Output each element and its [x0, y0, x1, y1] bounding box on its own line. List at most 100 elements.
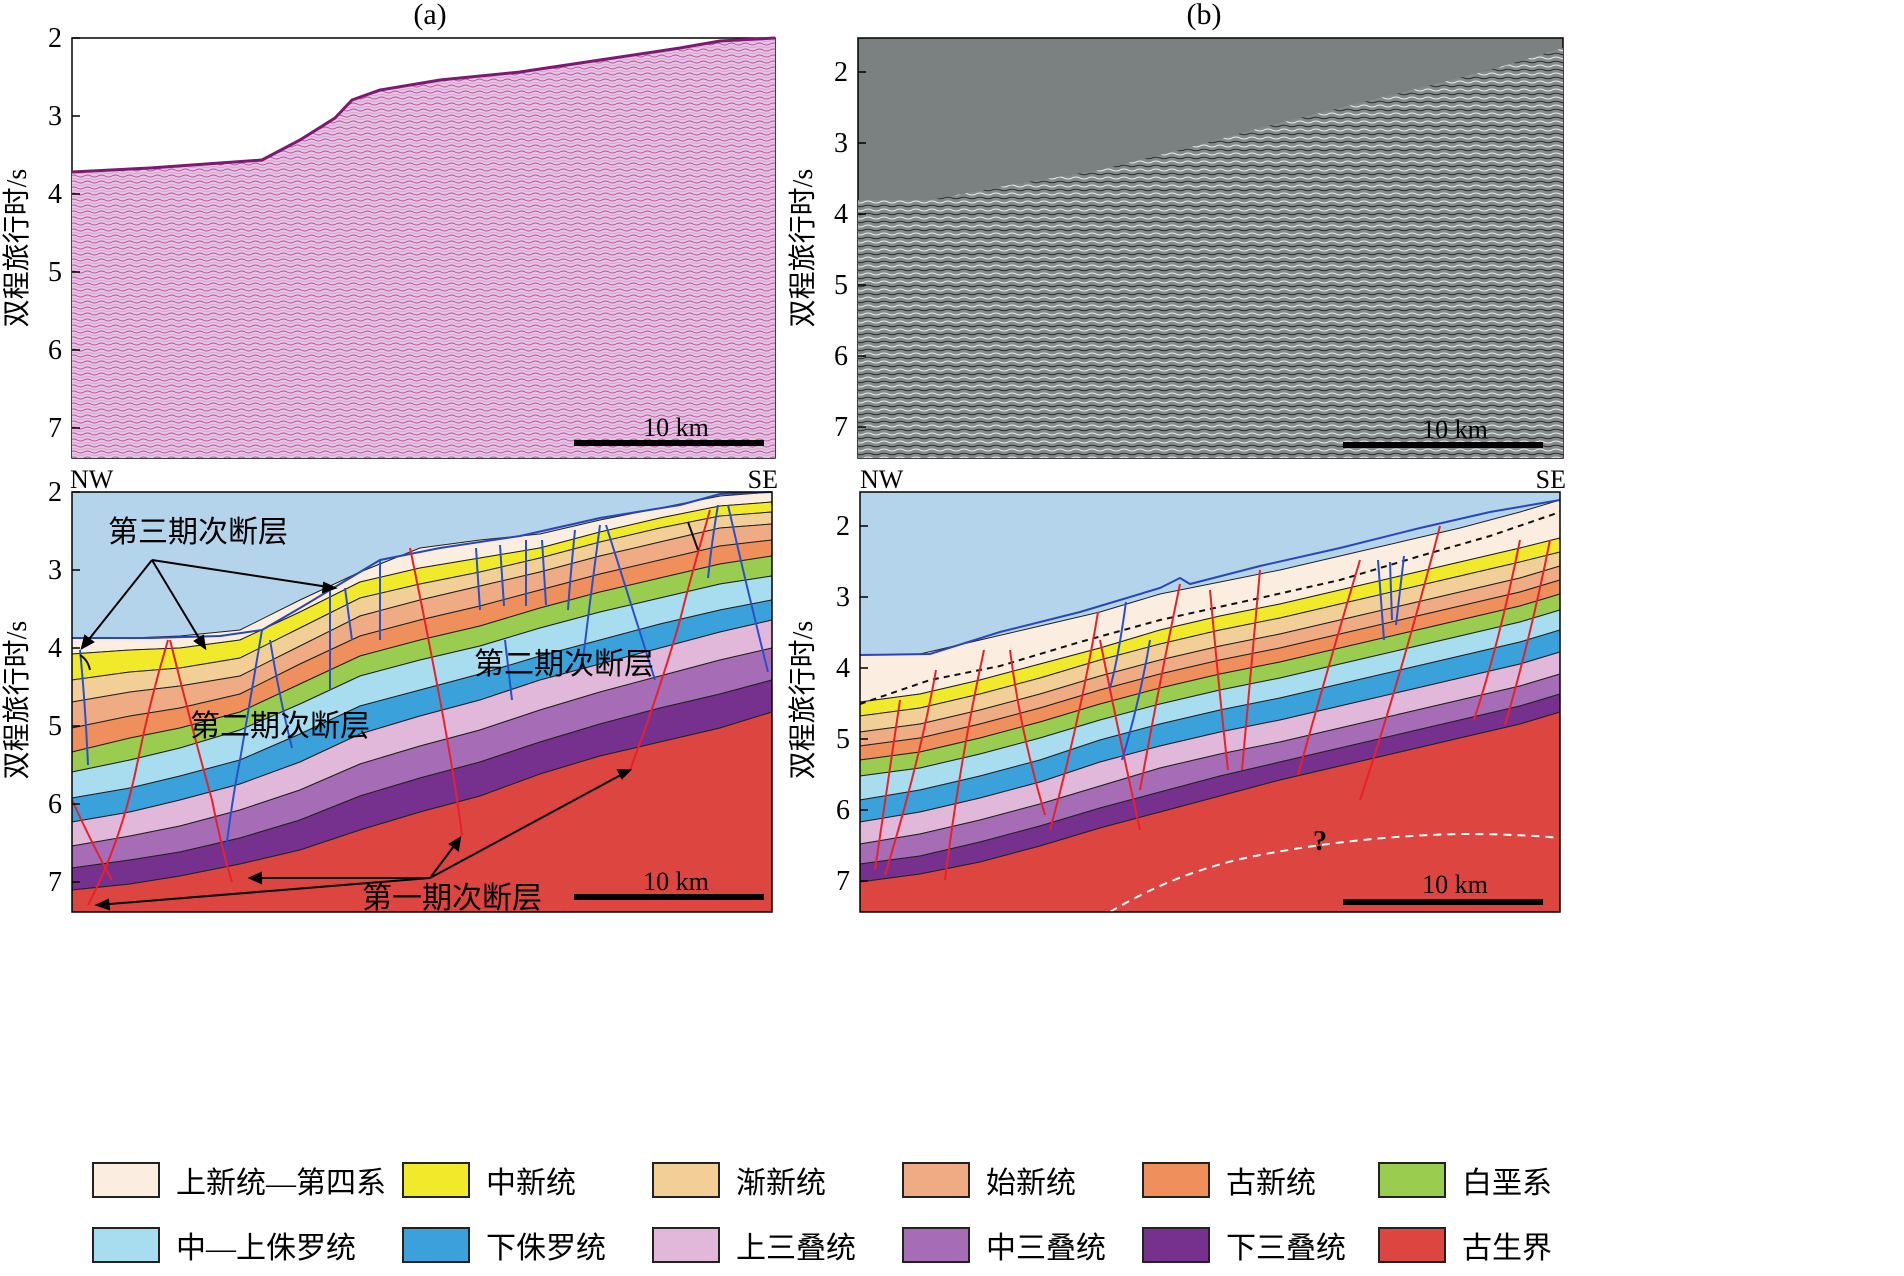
y-tick-label: 2 [48, 23, 62, 54]
legend-swatch [402, 1227, 470, 1263]
panel-a-interpretation: NW SE [1, 465, 778, 915]
panel-b-seismic: (b) 10 km 双程旅行时/s 2 3 4 5 6 7 [787, 0, 1564, 459]
fault-second-a-10 [541, 539, 547, 606]
ylabel-b-bottom: 双程旅行时/s [787, 621, 819, 780]
fault-second-a-7 [475, 547, 481, 611]
fault-first-a-2 [71, 799, 113, 881]
fault-third-a-2 [79, 654, 91, 671]
legend-label: 古生界 [1462, 1232, 1552, 1265]
scale-bar-label-b-bottom: 10 km [1422, 870, 1488, 899]
direction-se-b: SE [1536, 465, 1566, 494]
fault-second-a-5 [344, 587, 353, 641]
legend-item: 古生界 [1378, 1225, 1552, 1265]
legend-swatch [1378, 1162, 1446, 1198]
fault-second-a-15 [727, 504, 769, 673]
legend-swatch [652, 1162, 720, 1198]
y-tick-label: 6 [834, 341, 848, 372]
legend-label: 上三叠统 [736, 1232, 856, 1265]
strata-b [859, 499, 1561, 913]
ylabel-a-bottom: 双程旅行时/s [1, 621, 33, 780]
legend-item: 中—上侏罗统 [92, 1225, 356, 1265]
seismic-b-image [858, 48, 1563, 458]
y-tick-label: 2 [834, 57, 848, 88]
panel-a-seismic: (a) 10 km 双程旅行时/s 2 3 4 5 6 7 [1, 0, 776, 459]
fault-first-a-4 [409, 547, 463, 836]
label-first-phase: 第一期次断层 [362, 882, 542, 915]
fault-first-a-5 [629, 509, 711, 771]
legend-item: 古新统 [1142, 1160, 1316, 1200]
y-tick-label: 4 [48, 179, 62, 210]
ticks-b-bottom: 2 3 4 5 6 7 [836, 511, 868, 897]
legend-swatch [902, 1227, 970, 1263]
legend-label: 下三叠统 [1226, 1232, 1346, 1265]
y-tick-label: 3 [834, 128, 848, 159]
legend-label: 古新统 [1226, 1167, 1316, 1200]
fault-first-b-13 [1504, 539, 1551, 726]
fault-second-a-1 [225, 629, 263, 851]
y-tick-label: 6 [48, 789, 62, 820]
y-tick-label: 3 [836, 582, 850, 613]
legend-label: 渐新统 [736, 1167, 826, 1200]
ticks-a-top: 2 3 4 5 6 7 [48, 23, 80, 444]
fault-first-b-4 [1009, 649, 1046, 816]
y-tick-label: 6 [836, 795, 850, 826]
y-tick-label: 2 [836, 511, 850, 542]
panel-b-interpretation: NW SE ? 10 km [787, 465, 1566, 913]
y-tick-label: 2 [48, 477, 62, 508]
y-tick-label: 7 [834, 412, 848, 443]
fault-second-b-4 [1389, 561, 1393, 621]
label-second-phase-right: 第二期次断层 [474, 648, 654, 681]
direction-nw-b: NW [860, 465, 904, 494]
fault-first-b-12 [1473, 539, 1521, 721]
figure: (a) 10 km 双程旅行时/s 2 3 4 5 6 7 (b) 10 km 双程旅行时… [1, 0, 1566, 915]
fault-second-a-11 [504, 639, 513, 701]
fault-second-a-12 [567, 529, 576, 611]
fault-second-b-5 [1395, 555, 1405, 626]
ticks-b-top: 2 3 4 5 6 7 [834, 57, 866, 443]
y-tick-label: 6 [48, 335, 62, 366]
legend-label: 上新统—第四系 [176, 1167, 386, 1200]
panel-a-label: (a) [413, 0, 446, 31]
label-second-phase-left: 第二期次断层 [190, 710, 370, 743]
legend: 上新统—第四系 中新统 渐新统 始新统 古新统 白垩系 中—上侏罗统 下侏罗统 … [0, 1108, 1904, 1276]
legend-item: 上新统—第四系 [92, 1160, 386, 1200]
scale-bar-label-b-top: 10 km [1422, 415, 1488, 444]
y-tick-label: 4 [834, 199, 848, 230]
fault-first-b-7 [1139, 583, 1181, 791]
scale-bar-label-a-bottom: 10 km [643, 867, 709, 896]
fault-second-b-1 [1109, 601, 1127, 689]
legend-swatch [1142, 1227, 1210, 1263]
y-tick-label: 7 [48, 867, 62, 898]
y-tick-label: 4 [48, 633, 62, 664]
fault-first-b-2 [884, 669, 937, 876]
ylabel-a-top: 双程旅行时/s [1, 169, 33, 328]
fault-first-a-3 [169, 639, 233, 883]
fault-second-b-3 [1377, 559, 1385, 641]
fault-first-b-3 [944, 649, 985, 881]
fault-second-a-8 [499, 544, 505, 607]
scale-bar-label-a-top: 10 km [643, 413, 709, 442]
annotation-arrows-a [80, 559, 633, 911]
ylabel-b-top: 双程旅行时/s [787, 169, 819, 328]
label-unknown: ? [1313, 826, 1327, 857]
y-tick-label: 5 [834, 270, 848, 301]
panel-b-label: (b) [1187, 0, 1222, 31]
legend-label: 白垩系 [1462, 1167, 1552, 1200]
fault-first-b-10 [1297, 559, 1361, 776]
ticks-a-bottom: 2 3 4 5 6 7 [48, 477, 80, 898]
y-tick-label: 5 [836, 724, 850, 755]
fault-first-b-8 [1209, 589, 1229, 771]
fault-second-b-2 [1121, 639, 1151, 761]
legend-swatch [1142, 1162, 1210, 1198]
legend-label: 中三叠统 [986, 1232, 1106, 1265]
legend-label: 始新统 [986, 1167, 1076, 1200]
legend-item: 渐新统 [652, 1160, 826, 1200]
fault-first-b-1 [874, 699, 901, 871]
seafloor-a [72, 491, 773, 639]
legend-label: 中—上侏罗统 [176, 1232, 356, 1265]
legend-item: 中新统 [402, 1160, 576, 1200]
faults-b [874, 525, 1551, 881]
fault-first-b-9 [1241, 569, 1261, 771]
fault-third-a-1 [687, 521, 699, 551]
dashed-basement-b [1109, 832, 1561, 913]
